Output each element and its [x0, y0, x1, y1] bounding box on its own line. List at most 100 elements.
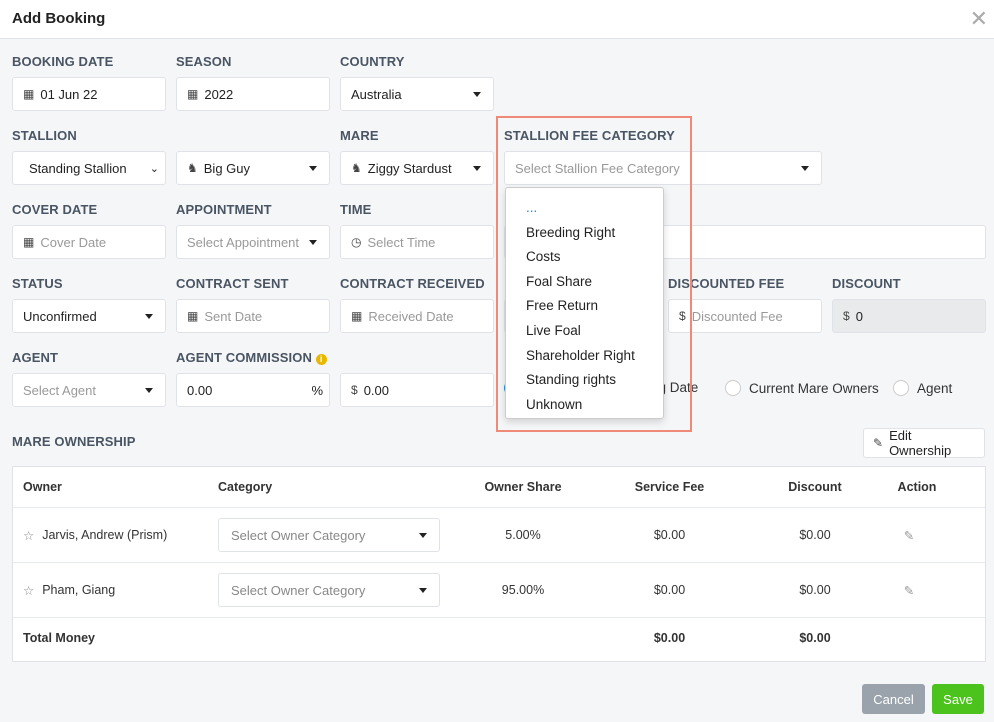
stallion-fee-category-dropdown[interactable]: ... Breeding Right Costs Foal Share Free… [505, 187, 664, 419]
pencil-icon[interactable]: ✎ [903, 528, 915, 543]
close-icon[interactable]: ✕ [969, 6, 988, 31]
status-label: STATUS [12, 276, 63, 291]
horse-icon: ♞ [187, 161, 198, 175]
category-cell: Select Owner Category [218, 563, 440, 617]
owner-cell: ☆ Jarvis, Andrew (Prism) [23, 508, 167, 562]
caret-down-icon [419, 533, 427, 538]
appointment-label: APPOINTMENT [176, 202, 272, 217]
season-label: SEASON [176, 54, 232, 69]
country-label: COUNTRY [340, 54, 405, 69]
agent-select[interactable]: Select Agent [12, 373, 166, 407]
col-category: Category [218, 480, 273, 494]
calendar-icon: ▦ [23, 235, 35, 249]
country-select[interactable]: Australia [340, 77, 494, 111]
cover-date-label: COVER DATE [12, 202, 98, 217]
category-cell: Select Owner Category [218, 508, 440, 562]
cover-date-input[interactable]: ▦ Cover Date [12, 225, 166, 259]
appointment-select[interactable]: Select Appointment [176, 225, 330, 259]
calendar-icon: ▦ [187, 309, 199, 323]
info-icon[interactable]: i [315, 354, 327, 365]
dropdown-option[interactable]: Free Return [526, 298, 599, 314]
dollar-prefix: $ [351, 383, 358, 397]
agent-commission-text: AGENT COMMISSION [176, 350, 312, 365]
save-button[interactable]: Save [932, 684, 984, 714]
contract-received-input[interactable]: ▦ Received Date [340, 299, 494, 333]
stallion-type-select[interactable]: Standing Stallion ⌄ [12, 151, 166, 185]
owner-share: 5.00% [505, 528, 541, 542]
dropdown-option[interactable]: Standing rights [526, 372, 617, 388]
dropdown-option[interactable]: Foal Share [526, 273, 593, 289]
pencil-icon[interactable]: ✎ [903, 583, 915, 598]
caret-down-icon [473, 166, 481, 171]
caret-down-icon [145, 314, 153, 319]
dropdown-option[interactable]: Breeding Right [526, 224, 616, 240]
dropdown-option[interactable]: ... [526, 200, 538, 215]
time-label: TIME [340, 202, 372, 217]
discounted-fee-input[interactable]: $ Discounted Fee [668, 299, 822, 333]
star-icon[interactable]: ☆ [23, 528, 35, 543]
modal-header: Add Booking ✕ [0, 0, 994, 39]
time-placeholder: Select Time [367, 234, 436, 250]
caret-down-icon [309, 240, 317, 245]
stallion-fee-category-select[interactable]: Select Stallion Fee Category [504, 151, 822, 185]
radio-current-mare-owners[interactable]: Current Mare Owners [725, 380, 879, 396]
stallion-select[interactable]: ♞ Big Guy [176, 151, 330, 185]
country-value: Australia [351, 86, 402, 102]
owner-category-select[interactable]: Select Owner Category [218, 573, 440, 607]
agent-commission-label: AGENT COMMISSION i [176, 350, 327, 365]
stallion-value: Big Guy [203, 160, 251, 176]
contract-received-placeholder: Received Date [368, 308, 454, 324]
mare-value: Ziggy Stardust [367, 160, 452, 176]
dropdown-option[interactable]: Live Foal [526, 322, 581, 338]
col-owner: Owner [23, 480, 62, 494]
owner-cell: ☆ Pham, Giang [23, 563, 115, 617]
caret-down-icon [419, 588, 427, 593]
discount: $0.00 [799, 528, 831, 542]
owner-name: Pham, Giang [42, 583, 116, 597]
owner-category-placeholder: Select Owner Category [231, 527, 366, 543]
season-value: 2022 [204, 86, 234, 102]
table-row: ☆ Jarvis, Andrew (Prism) Select Owner Cat… [13, 508, 985, 563]
dollar-prefix: $ [679, 309, 686, 323]
col-service-fee: Service Fee [634, 480, 705, 494]
discount-value: 0 [855, 308, 863, 324]
dollar-prefix: $ [843, 309, 850, 323]
radio-circle [893, 380, 909, 396]
booking-date-value: 01 Jun 22 [40, 86, 98, 102]
star-icon[interactable]: ☆ [23, 583, 35, 598]
dropdown-option[interactable]: Costs [526, 249, 561, 265]
calendar-icon: ▦ [187, 87, 199, 101]
booking-date-input[interactable]: ▦ 01 Jun 22 [12, 77, 166, 111]
discounted-fee-label: DISCOUNTED FEE [668, 276, 785, 291]
cancel-button[interactable]: Cancel [862, 684, 925, 714]
contract-sent-label: CONTRACT SENT [176, 276, 289, 291]
percent-suffix: % [311, 382, 323, 398]
dropdown-option[interactable]: Unknown [526, 396, 583, 412]
radio-agent[interactable]: Agent [893, 380, 952, 396]
pencil-icon: ✎ [873, 436, 884, 450]
discount: $0.00 [799, 583, 831, 597]
col-action: Action [897, 480, 937, 494]
agent-commission-amount-input[interactable]: $0.00 [340, 373, 494, 407]
radio-label: Current Mare Owners [749, 380, 879, 396]
edit-ownership-button[interactable]: ✎ Edit Ownership [863, 428, 985, 458]
total-discount: $0.00 [799, 631, 831, 645]
agent-commission-percent-input[interactable]: 0.00% [176, 373, 330, 407]
status-select[interactable]: Unconfirmed [12, 299, 166, 333]
radio-circle [725, 380, 741, 396]
time-input[interactable]: ◷ Select Time [340, 225, 494, 259]
season-input[interactable]: ▦ 2022 [176, 77, 330, 111]
booking-date-label: BOOKING DATE [12, 54, 114, 69]
owner-category-select[interactable]: Select Owner Category [218, 518, 440, 552]
owner-share: 95.00% [501, 583, 545, 597]
stallion-fee-category-label: STALLION FEE CATEGORY [504, 128, 675, 143]
calendar-icon: ▦ [351, 309, 363, 323]
clock-icon: ◷ [351, 235, 362, 249]
mare-select[interactable]: ♞ Ziggy Stardust [340, 151, 494, 185]
contract-sent-input[interactable]: ▦ Sent Date [176, 299, 330, 333]
agent-commission-percent: 0.00 [187, 382, 213, 398]
stallion-type-value: Standing Stallion [29, 160, 127, 176]
caret-down-icon [145, 388, 153, 393]
dropdown-option[interactable]: Shareholder Right [526, 347, 635, 363]
service-fee: $0.00 [653, 528, 686, 542]
